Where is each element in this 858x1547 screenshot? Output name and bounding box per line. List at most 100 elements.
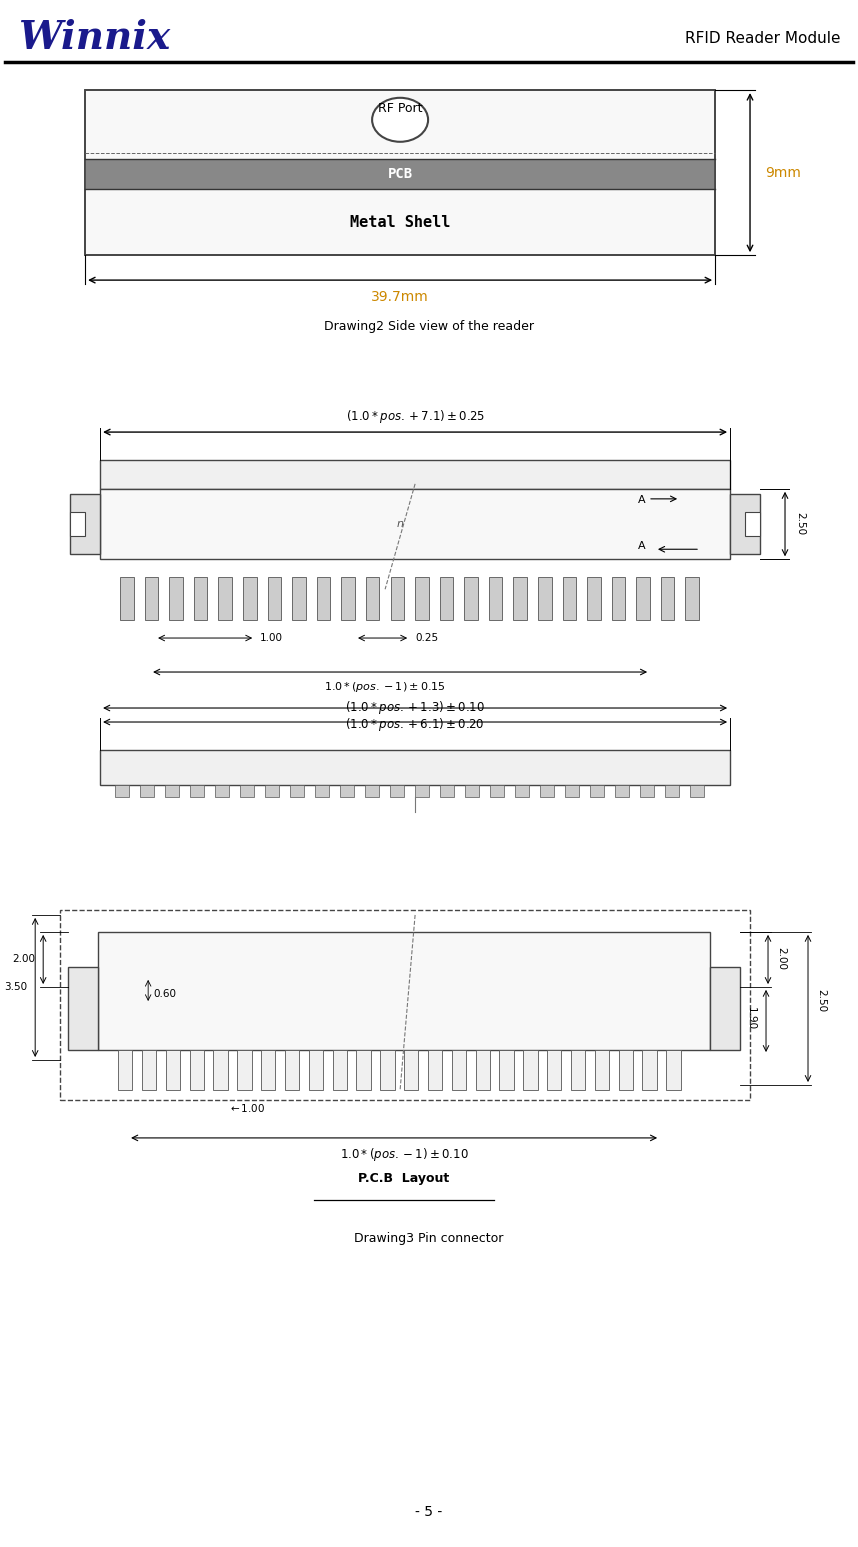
Text: RF Port: RF Port bbox=[378, 102, 422, 114]
Bar bbox=[475, 1050, 490, 1091]
Bar bbox=[290, 784, 304, 797]
Text: $1.0*(pos.-1)\pm0.15$: $1.0*(pos.-1)\pm0.15$ bbox=[324, 681, 446, 695]
Bar bbox=[238, 1050, 251, 1091]
Text: 1.90: 1.90 bbox=[746, 1007, 756, 1030]
Bar bbox=[214, 1050, 227, 1091]
Bar bbox=[70, 512, 85, 537]
Bar bbox=[565, 784, 579, 797]
Bar bbox=[571, 1050, 585, 1091]
Bar bbox=[380, 1050, 395, 1091]
Bar bbox=[612, 577, 625, 620]
Text: 2.50: 2.50 bbox=[816, 990, 826, 1013]
Bar bbox=[590, 784, 604, 797]
Text: 0.25: 0.25 bbox=[415, 633, 438, 644]
Bar bbox=[145, 577, 158, 620]
Bar bbox=[243, 577, 257, 620]
Bar bbox=[60, 910, 750, 1100]
Bar bbox=[366, 577, 379, 620]
Bar bbox=[690, 784, 704, 797]
Bar bbox=[619, 1050, 633, 1091]
Ellipse shape bbox=[372, 97, 428, 142]
Bar bbox=[730, 493, 760, 554]
Bar bbox=[366, 784, 379, 797]
Text: 9mm: 9mm bbox=[765, 166, 801, 179]
Bar bbox=[615, 784, 629, 797]
Bar bbox=[452, 1050, 466, 1091]
Text: 2.00: 2.00 bbox=[12, 954, 35, 964]
Bar bbox=[309, 1050, 323, 1091]
Bar bbox=[190, 1050, 204, 1091]
Bar bbox=[404, 1050, 419, 1091]
Bar bbox=[315, 784, 329, 797]
Text: A: A bbox=[637, 541, 645, 551]
Bar bbox=[268, 577, 281, 620]
Bar bbox=[100, 489, 730, 560]
Text: $(1.0*pos.+1.3)\pm0.10$: $(1.0*pos.+1.3)\pm0.10$ bbox=[345, 699, 485, 716]
Bar bbox=[118, 1050, 132, 1091]
Bar bbox=[490, 784, 504, 797]
Bar bbox=[120, 577, 134, 620]
Bar bbox=[440, 784, 454, 797]
Bar bbox=[85, 159, 715, 189]
Text: 0.60: 0.60 bbox=[154, 989, 176, 999]
Text: $\leftarrow$1.00: $\leftarrow$1.00 bbox=[228, 1101, 265, 1114]
Bar bbox=[415, 784, 429, 797]
Bar bbox=[285, 1050, 299, 1091]
Bar bbox=[341, 577, 355, 620]
Bar bbox=[142, 1050, 156, 1091]
Text: A: A bbox=[637, 495, 645, 504]
Text: 2.00: 2.00 bbox=[776, 947, 786, 970]
Bar bbox=[428, 1050, 442, 1091]
Bar bbox=[68, 967, 98, 1050]
Bar bbox=[165, 784, 179, 797]
Bar bbox=[563, 577, 576, 620]
Bar bbox=[115, 784, 129, 797]
Bar bbox=[637, 577, 650, 620]
Bar bbox=[340, 784, 353, 797]
Text: P.C.B  Layout: P.C.B Layout bbox=[359, 1173, 450, 1185]
Bar bbox=[710, 967, 740, 1050]
Bar bbox=[513, 577, 527, 620]
Text: n: n bbox=[396, 520, 403, 529]
Bar bbox=[333, 1050, 347, 1091]
Bar bbox=[215, 784, 229, 797]
Text: Winnix: Winnix bbox=[18, 19, 170, 57]
Bar bbox=[439, 577, 453, 620]
Bar bbox=[70, 493, 100, 554]
Bar bbox=[515, 784, 529, 797]
Text: Drawing2 Side view of the reader: Drawing2 Side view of the reader bbox=[324, 320, 534, 333]
Bar bbox=[219, 577, 232, 620]
Bar bbox=[547, 1050, 561, 1091]
Bar bbox=[666, 1050, 680, 1091]
Bar bbox=[640, 784, 654, 797]
Bar bbox=[356, 1050, 371, 1091]
Bar bbox=[240, 784, 254, 797]
Text: 3.50: 3.50 bbox=[4, 982, 27, 993]
Bar bbox=[194, 577, 208, 620]
Text: - 5 -: - 5 - bbox=[415, 1505, 443, 1519]
Bar bbox=[98, 931, 710, 1050]
Bar bbox=[686, 577, 699, 620]
Bar bbox=[415, 577, 429, 620]
Bar bbox=[261, 1050, 275, 1091]
Bar bbox=[540, 784, 553, 797]
Bar bbox=[489, 577, 502, 620]
Bar bbox=[465, 784, 479, 797]
Bar bbox=[499, 1050, 514, 1091]
Text: $1.0*(pos.-1)\pm0.10$: $1.0*(pos.-1)\pm0.10$ bbox=[340, 1146, 468, 1163]
Bar bbox=[523, 1050, 538, 1091]
Text: $(1.0*pos.+6.1)\pm0.20$: $(1.0*pos.+6.1)\pm0.20$ bbox=[346, 716, 485, 733]
Text: 1.00: 1.00 bbox=[260, 633, 283, 644]
Text: PCB: PCB bbox=[388, 167, 413, 181]
Bar bbox=[665, 784, 679, 797]
Bar bbox=[538, 577, 552, 620]
Bar bbox=[166, 1050, 180, 1091]
Bar bbox=[661, 577, 674, 620]
Text: RFID Reader Module: RFID Reader Module bbox=[685, 31, 840, 46]
Bar bbox=[190, 784, 204, 797]
Text: 39.7mm: 39.7mm bbox=[372, 291, 429, 305]
Bar bbox=[85, 90, 715, 255]
Bar bbox=[464, 577, 478, 620]
Bar bbox=[317, 577, 330, 620]
Text: $(1.0*pos.+7.1)\pm0.25$: $(1.0*pos.+7.1)\pm0.25$ bbox=[346, 408, 485, 425]
